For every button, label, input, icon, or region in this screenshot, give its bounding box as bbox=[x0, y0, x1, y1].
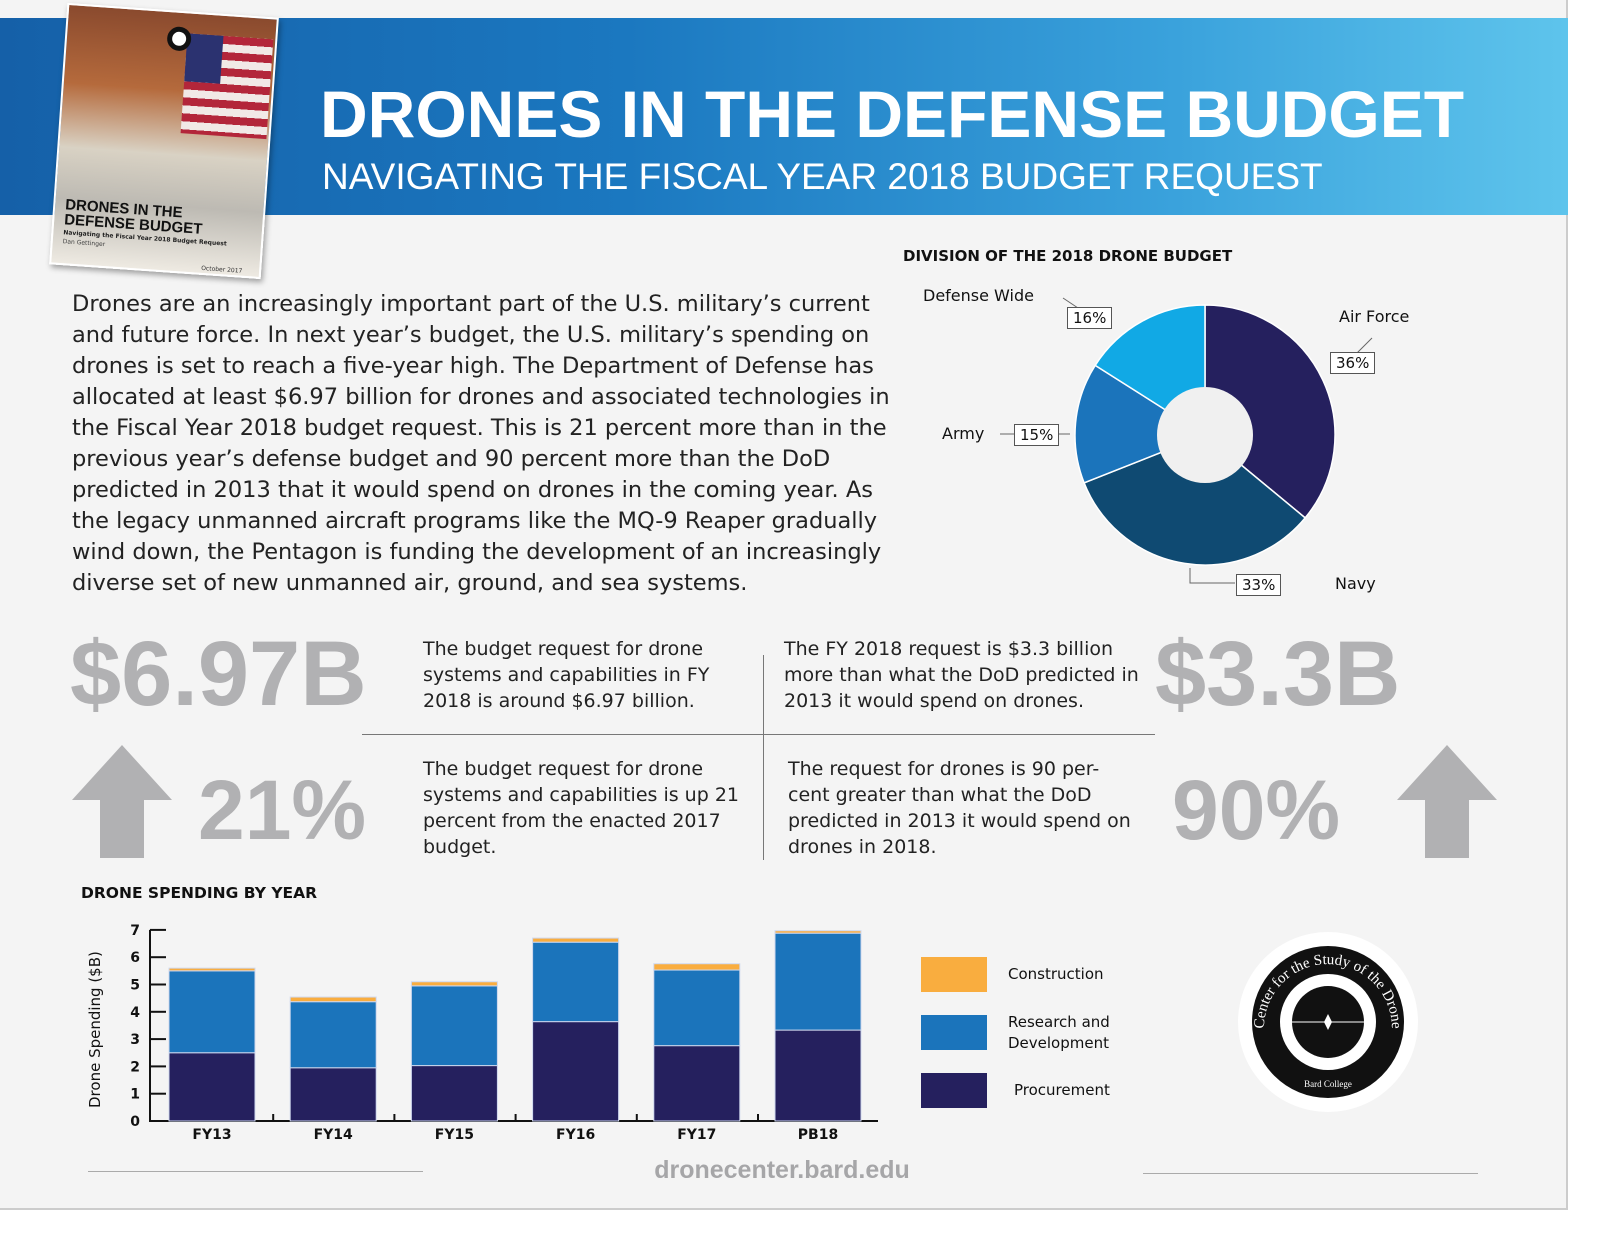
pie-label-air-force: Air Force bbox=[1339, 307, 1410, 326]
bar-fy16-research bbox=[532, 941, 620, 1023]
stat-text-increase-vs-prediction: The FY 2018 request is $3.3 billion more… bbox=[784, 638, 1139, 712]
stat-text-vs-2013: The request for drones is 90 per-cent gr… bbox=[788, 758, 1131, 858]
x-tick-label: FY13 bbox=[192, 1127, 231, 1143]
legend-swatch-construction bbox=[921, 957, 987, 992]
footer-rule-left bbox=[88, 1171, 423, 1172]
y-tick-label: 5 bbox=[130, 978, 140, 994]
footer-url[interactable]: dronecenter.bard.edu bbox=[654, 1156, 910, 1184]
bar-fy16-construction bbox=[532, 937, 620, 943]
stat-value-total: $6.97B bbox=[70, 623, 367, 725]
bar-fy17-procurement bbox=[653, 1045, 741, 1122]
cover-author: Dan Gettinger bbox=[62, 238, 106, 249]
page-title: DRONES IN THE DEFENSE BUDGET bbox=[320, 77, 1465, 151]
pie-slice-army bbox=[1074, 364, 1207, 484]
legend-label-rd: Research and Development bbox=[1008, 1013, 1110, 1052]
legend-label-procurement: Procurement bbox=[1014, 1081, 1110, 1099]
pie-title: DIVISION OF THE 2018 DRONE BUDGET bbox=[903, 247, 1233, 265]
x-tick-label: FY14 bbox=[314, 1127, 353, 1143]
infographic: DRONES IN THE DEFENSE BUDGET NAVIGATING … bbox=[0, 0, 1568, 1210]
legend-swatch-procurement bbox=[921, 1073, 987, 1108]
bar-pb18-procurement bbox=[774, 1029, 862, 1122]
pie-pct-navy: 33% bbox=[1236, 574, 1282, 596]
report-cover-image: DRONES IN THE DEFENSE BUDGET Navigating … bbox=[49, 2, 279, 280]
stat-value-vs-2013: 90% bbox=[1172, 763, 1341, 857]
bar-chart: 0 1 2 3 4 5 6 7 FY13 FY14 FY15 FY16 FY17 PB18 bbox=[130, 923, 878, 1143]
legend-swatch-rd bbox=[921, 1015, 987, 1050]
bar-fy15-construction bbox=[410, 981, 498, 987]
y-tick-label: 4 bbox=[130, 1005, 140, 1021]
bar-fy15-procurement bbox=[410, 1065, 498, 1122]
y-tick-label: 0 bbox=[130, 1114, 140, 1130]
y-tick-label: 3 bbox=[130, 1032, 140, 1048]
drone-icon bbox=[1324, 1014, 1332, 1030]
bar-fy14-research bbox=[289, 1001, 377, 1069]
bar-fy14-procurement bbox=[289, 1067, 377, 1122]
divider-vertical bbox=[763, 655, 764, 860]
flag-image bbox=[180, 33, 274, 140]
y-tick-label: 7 bbox=[130, 923, 140, 939]
bar-fy13-construction bbox=[168, 967, 256, 972]
bar-fy15-research bbox=[410, 985, 498, 1067]
legend-label-construction: Construction bbox=[1008, 965, 1104, 983]
x-tick-label: FY17 bbox=[677, 1127, 716, 1143]
bar-fy17-research bbox=[653, 969, 741, 1047]
y-tick-label: 6 bbox=[130, 950, 140, 966]
bar-fy17-construction bbox=[653, 963, 741, 971]
x-tick-label: PB18 bbox=[798, 1127, 838, 1143]
bar-fy13-research bbox=[168, 970, 256, 1054]
x-tick-label: FY15 bbox=[435, 1127, 474, 1143]
intro-paragraph: Drones are an increasingly important par… bbox=[72, 291, 890, 596]
logo-bottom-text: Bard College bbox=[1304, 1079, 1352, 1089]
pie-pct-air-force: 36% bbox=[1330, 352, 1376, 374]
arrow-up-icon bbox=[1397, 745, 1497, 858]
pie-label-defense-wide: Defense Wide bbox=[923, 286, 1034, 305]
stat-text-total: The budget request for drone systems and… bbox=[423, 638, 710, 712]
cover-date: October 2017 bbox=[200, 264, 243, 275]
arrow-up-icon bbox=[72, 745, 172, 858]
pie-chart bbox=[1000, 297, 1373, 584]
pie-label-navy: Navy bbox=[1335, 574, 1376, 593]
y-tick-label: 1 bbox=[130, 1087, 140, 1103]
footer-rule-right bbox=[1143, 1173, 1478, 1174]
donut-hole bbox=[1157, 387, 1253, 483]
pie-label-army: Army bbox=[942, 424, 985, 443]
pie-pct-army: 15% bbox=[1014, 424, 1060, 446]
pie-slice-air-force bbox=[1204, 304, 1336, 519]
bar-pb18-research bbox=[774, 932, 862, 1031]
bar-chart-title: DRONE SPENDING BY YEAR bbox=[81, 884, 318, 902]
bar-fy14-construction bbox=[289, 996, 377, 1003]
y-tick-label: 2 bbox=[130, 1059, 140, 1075]
pie-slice-navy bbox=[1083, 434, 1307, 566]
bar-fy16-procurement bbox=[532, 1021, 620, 1122]
stat-value-increase-vs-prediction: $3.3B bbox=[1155, 623, 1401, 725]
bar-fy13-procurement bbox=[168, 1052, 256, 1122]
stat-value-yoy: 21% bbox=[198, 763, 367, 857]
stat-text-yoy: The budget request for drone systems and… bbox=[423, 758, 739, 858]
pie-pct-defense-wide: 16% bbox=[1067, 307, 1113, 329]
divider-horizontal bbox=[362, 734, 1155, 735]
x-tick-label: FY16 bbox=[556, 1127, 595, 1143]
center-for-study-of-drone-logo: Center for the Study of the Drone Bard C… bbox=[1238, 932, 1418, 1112]
bar-pb18-construction bbox=[774, 930, 862, 934]
page-subtitle: NAVIGATING THE FISCAL YEAR 2018 BUDGET R… bbox=[322, 156, 1323, 197]
